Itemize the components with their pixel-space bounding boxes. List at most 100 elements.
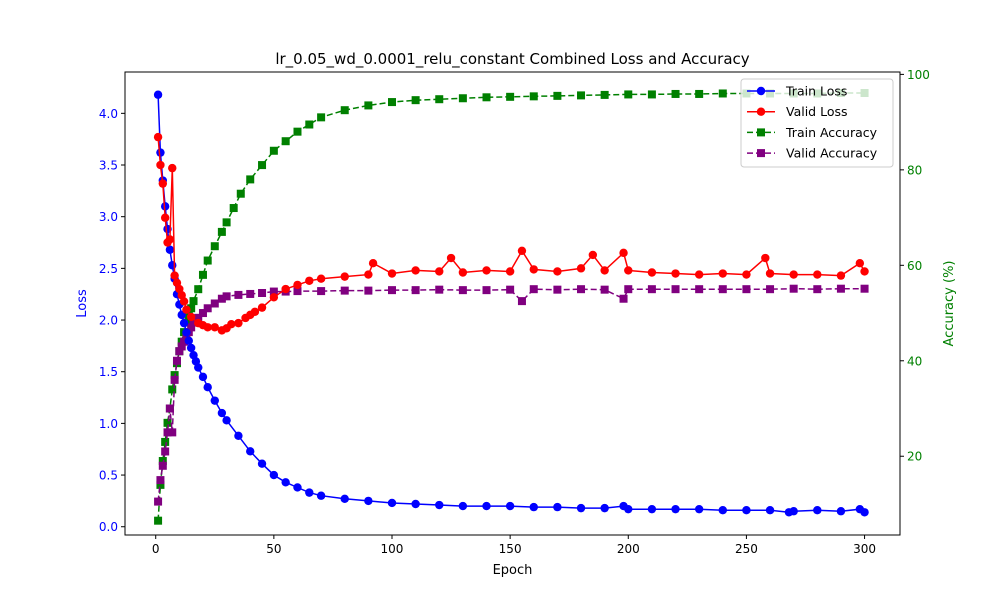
valid-accuracy-point <box>161 447 170 456</box>
train-accuracy-point <box>236 189 245 198</box>
train-accuracy-point <box>189 297 198 306</box>
valid-accuracy-point <box>600 285 609 294</box>
train-loss-point <box>305 488 314 497</box>
x-tick-label: 300 <box>853 542 876 556</box>
valid-loss-point <box>718 269 727 278</box>
valid-accuracy-point <box>577 285 586 294</box>
left-y-tick-label: 2.0 <box>99 314 118 328</box>
valid-accuracy-point <box>246 289 255 298</box>
valid-accuracy-point <box>203 304 212 313</box>
valid-loss-point <box>210 323 219 332</box>
train-accuracy-point <box>154 516 163 525</box>
train-accuracy-point <box>671 89 680 98</box>
train-accuracy-point <box>229 204 238 213</box>
left-y-axis: 0.0 0.5 1.0 1.5 2.0 2.5 3.0 3.5 4.0 <box>99 107 125 534</box>
train-loss-point <box>671 504 680 514</box>
valid-accuracy-point <box>458 286 467 295</box>
x-tick-label: 150 <box>499 542 522 556</box>
valid-loss-point <box>179 297 189 306</box>
valid-loss-point <box>368 258 378 268</box>
valid-accuracy-point <box>517 297 526 306</box>
valid-loss-point <box>789 270 798 279</box>
valid-accuracy-point <box>222 292 231 301</box>
train-loss-point <box>435 500 444 510</box>
left-y-tick-label: 1.5 <box>99 365 118 379</box>
valid-accuracy-point <box>165 404 174 413</box>
train-loss-point <box>529 502 538 512</box>
legend-box <box>740 78 894 168</box>
x-axis: 0 50 100 150 200 250 300 <box>152 535 876 556</box>
train-loss-point <box>387 498 397 508</box>
train-accuracy-point <box>718 89 727 98</box>
x-tick-label: 0 <box>152 542 160 556</box>
valid-accuracy-point <box>718 285 727 294</box>
valid-loss-point <box>517 246 527 255</box>
train-loss-point <box>411 499 420 509</box>
valid-loss-point <box>411 266 420 275</box>
train-accuracy-point <box>194 285 203 294</box>
train-loss-point <box>694 504 704 514</box>
left-y-tick-label: 3.0 <box>99 210 118 224</box>
train-loss-point <box>257 459 267 468</box>
valid-accuracy-point <box>210 299 219 308</box>
right-y-axis: 20 40 60 80 100 <box>900 68 930 464</box>
train-accuracy-point <box>305 120 314 129</box>
valid-loss-point <box>529 265 538 274</box>
valid-loss-point <box>170 271 179 280</box>
right-y-tick-label: 100 <box>907 68 930 82</box>
valid-accuracy-point <box>529 285 538 294</box>
train-loss-point <box>222 416 231 425</box>
train-accuracy-point <box>293 127 302 136</box>
train-loss-point <box>281 478 290 487</box>
legend: Train Loss Valid Loss Train Accuracy Valid … <box>740 78 894 168</box>
valid-accuracy-point <box>742 285 751 294</box>
right-y-tick-label: 40 <box>907 354 922 368</box>
train-loss-point <box>789 507 798 516</box>
right-y-tick-label: 80 <box>907 163 922 177</box>
train-loss-point <box>269 470 279 480</box>
valid-loss-point <box>316 274 326 283</box>
valid-loss-point <box>156 160 165 170</box>
train-loss-point <box>165 245 175 254</box>
train-loss-point <box>182 328 191 337</box>
train-loss-point <box>168 261 177 270</box>
valid-accuracy-point <box>553 285 562 294</box>
valid-accuracy-point <box>647 285 656 294</box>
train-loss-point <box>198 372 208 382</box>
train-accuracy-point <box>647 90 656 99</box>
legend-label-valid-loss: Valid Loss <box>786 104 848 119</box>
valid-accuracy-point <box>234 290 243 299</box>
valid-accuracy-point <box>182 332 191 341</box>
legend-marker-train-loss <box>756 86 766 96</box>
valid-accuracy-point <box>387 286 396 295</box>
valid-accuracy-point <box>624 285 633 294</box>
valid-loss-point <box>281 284 290 294</box>
train-accuracy-point <box>198 270 207 279</box>
valid-loss-point <box>446 253 456 263</box>
valid-loss-point <box>576 264 586 273</box>
x-tick-label: 50 <box>266 542 281 556</box>
valid-accuracy-point <box>175 347 184 356</box>
x-axis-label: Epoch <box>493 563 533 578</box>
valid-loss-point <box>165 235 175 244</box>
train-loss-point <box>340 494 349 504</box>
train-loss-point <box>203 383 212 392</box>
valid-accuracy-point <box>180 337 189 346</box>
valid-accuracy-point <box>168 428 177 437</box>
train-loss-point <box>647 504 657 514</box>
valid-loss-point <box>761 253 770 263</box>
valid-loss-point <box>855 258 865 268</box>
valid-accuracy-point <box>170 375 179 384</box>
left-y-tick-label: 2.5 <box>99 262 118 276</box>
valid-loss-point <box>234 318 243 328</box>
valid-loss-point <box>482 266 491 275</box>
train-accuracy-point <box>246 175 255 184</box>
train-loss-point <box>153 90 163 99</box>
valid-loss-point <box>364 270 373 279</box>
left-y-tick-label: 1.0 <box>99 417 118 431</box>
valid-loss-point <box>813 270 822 279</box>
legend-item-valid-accuracy: Valid Accuracy <box>747 146 878 161</box>
valid-accuracy-point <box>860 284 869 293</box>
train-accuracy-point <box>387 98 396 107</box>
train-accuracy-point <box>210 242 219 251</box>
